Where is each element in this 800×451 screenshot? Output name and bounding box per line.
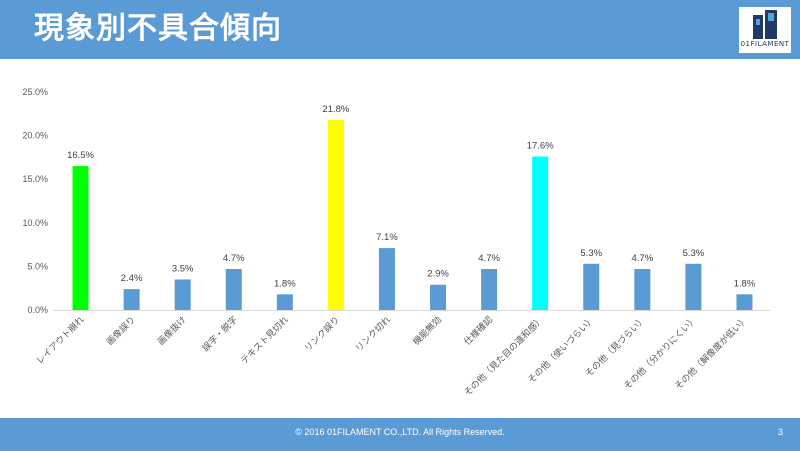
- bar: [634, 269, 651, 310]
- bar: [72, 166, 89, 310]
- x-category-label: リンク切れ: [353, 314, 393, 354]
- x-category-label: 画像誤り: [104, 314, 138, 348]
- bar: [276, 294, 293, 310]
- bar: [225, 269, 242, 310]
- bar-value-label: 5.3%: [580, 248, 602, 259]
- bar-value-label: 1.8%: [734, 278, 756, 289]
- bar-value-label: 2.4%: [121, 273, 143, 284]
- bar-value-label: 21.8%: [322, 104, 349, 115]
- x-category-label: レイアウト崩れ: [34, 314, 87, 367]
- bar-chart: 0.0% 5.0% 10.0% 15.0% 20.0% 25.0% 16.5% 2.4% 3.…: [0, 70, 800, 415]
- x-category-label: 仕様確認: [461, 314, 495, 348]
- bar-series: 16.5% 2.4% 3.5% 4.7% 1.8% 21.8% 7.1% 2.9% 4.7% 17…: [67, 104, 756, 311]
- y-tick-label: 10.0%: [22, 218, 48, 228]
- x-category-label: 誤字・脱字: [200, 314, 240, 354]
- bar: [430, 284, 447, 310]
- y-tick-label: 25.0%: [22, 87, 48, 97]
- copyright-text: © 2016 01FILAMENT CO.,LTD. All Rights Re…: [295, 427, 505, 437]
- bar-value-label: 3.5%: [172, 263, 194, 274]
- x-category-label: テキスト見切れ: [239, 314, 291, 366]
- y-tick-label: 5.0%: [27, 261, 48, 271]
- bar: [123, 289, 140, 310]
- bar-value-label: 4.7%: [631, 253, 653, 264]
- chart-svg: 0.0% 5.0% 10.0% 15.0% 20.0% 25.0% 16.5% 2.4% 3.…: [22, 87, 770, 398]
- bar-value-label: 17.6%: [527, 141, 554, 152]
- y-tick-label: 0.0%: [27, 305, 48, 315]
- bar-value-label: 7.1%: [376, 232, 398, 243]
- filament-logo-icon: [753, 10, 777, 39]
- bar-value-label: 16.5%: [67, 150, 94, 161]
- bar-value-label: 5.3%: [683, 248, 705, 259]
- bar-value-label: 1.8%: [274, 278, 296, 289]
- y-tick-label: 15.0%: [22, 174, 48, 184]
- x-category-label: 画像抜け: [155, 314, 189, 348]
- bar: [481, 269, 498, 310]
- x-category-label: リンク誤り: [302, 314, 342, 354]
- y-axis: 0.0% 5.0% 10.0% 15.0% 20.0% 25.0%: [22, 87, 48, 315]
- bar-value-label: 4.7%: [223, 253, 245, 264]
- bar: [685, 263, 702, 310]
- page-title: 現象別不具合傾向: [34, 11, 282, 46]
- y-tick-label: 20.0%: [22, 131, 48, 141]
- bar: [327, 119, 344, 311]
- x-category-label: 機能無効: [410, 314, 444, 348]
- x-axis: レイアウト崩れ 画像誤り 画像抜け 誤字・脱字 テキスト見切れ リンク誤り リンク切れ 機能無…: [34, 310, 770, 398]
- bar-value-label: 2.9%: [427, 269, 449, 280]
- bar: [736, 294, 753, 310]
- bar: [532, 156, 549, 310]
- bar-value-label: 4.7%: [478, 253, 500, 264]
- bar: [378, 248, 395, 310]
- logo-text: 01FILAMENT: [740, 40, 790, 48]
- bar: [583, 263, 600, 310]
- company-logo: 01FILAMENT: [739, 7, 791, 53]
- header-bar: 現象別不具合傾向 01FILAMENT: [0, 0, 800, 59]
- page-number: 3: [778, 427, 784, 437]
- footer-bar: © 2016 01FILAMENT CO.,LTD. All Rights Re…: [0, 418, 800, 451]
- bar: [174, 279, 191, 310]
